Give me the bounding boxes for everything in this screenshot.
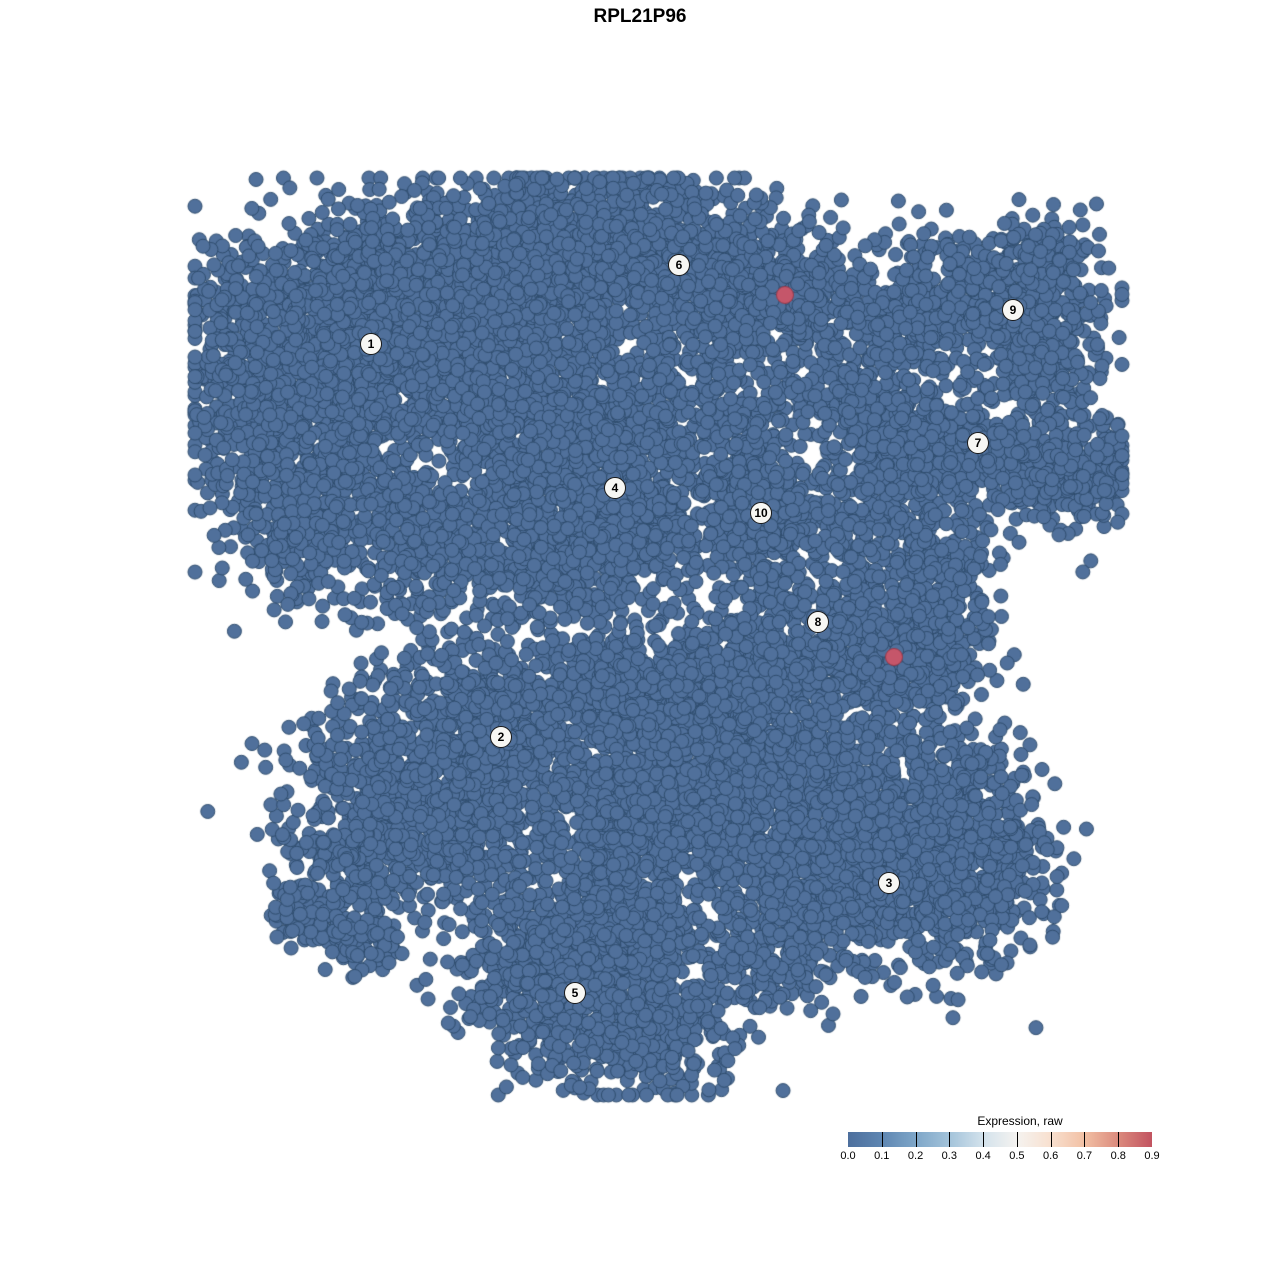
legend-tick-label: 0.0 bbox=[840, 1150, 856, 1162]
cluster-label-8: 8 bbox=[807, 611, 829, 633]
cluster-label-10: 10 bbox=[750, 502, 772, 524]
legend-tick-label: 0.8 bbox=[1110, 1150, 1126, 1162]
legend-tick-label: 0.7 bbox=[1076, 1150, 1093, 1162]
legend-tick-labels: 0.0 0.1 0.2 0.3 0.4 0.5 0.6 0.7 0.8 0.9 bbox=[840, 1150, 1159, 1164]
legend-tick-label: 0.9 bbox=[1144, 1150, 1160, 1162]
cluster-label-3: 3 bbox=[878, 872, 900, 894]
cluster-label-6: 6 bbox=[668, 254, 690, 276]
cluster-label-4: 4 bbox=[604, 477, 626, 499]
cluster-label-7: 7 bbox=[967, 432, 989, 454]
legend-tick bbox=[915, 1132, 917, 1147]
legend-tick-label: 0.1 bbox=[874, 1150, 890, 1162]
legend-tick bbox=[881, 1132, 883, 1147]
legend-colorbar bbox=[848, 1132, 1152, 1147]
legend-tick bbox=[1118, 1132, 1120, 1147]
legend-tick-label: 0.6 bbox=[1043, 1150, 1059, 1162]
legend-tick-label: 0.2 bbox=[907, 1150, 924, 1162]
legend-tick bbox=[983, 1132, 985, 1147]
legend-tick bbox=[1016, 1132, 1018, 1147]
cluster-label-9: 9 bbox=[1002, 299, 1024, 321]
cluster-label-5: 5 bbox=[564, 982, 586, 1004]
legend-tick bbox=[1084, 1132, 1086, 1147]
legend-title: Expression, raw bbox=[977, 1114, 1063, 1128]
cluster-label-2: 2 bbox=[490, 726, 512, 748]
legend-tick-label: 0.3 bbox=[941, 1150, 957, 1162]
legend-tick-label: 0.4 bbox=[975, 1150, 991, 1162]
legend-tick bbox=[1050, 1132, 1052, 1147]
legend-tick-label: 0.5 bbox=[1009, 1150, 1025, 1162]
legend-tick bbox=[949, 1132, 951, 1147]
expression-legend: Expression, raw 0.0 0.1 0.2 0.3 0.4 0.5 0.6 0.7… bbox=[840, 1114, 1159, 1164]
cluster-label-1: 1 bbox=[360, 333, 382, 355]
